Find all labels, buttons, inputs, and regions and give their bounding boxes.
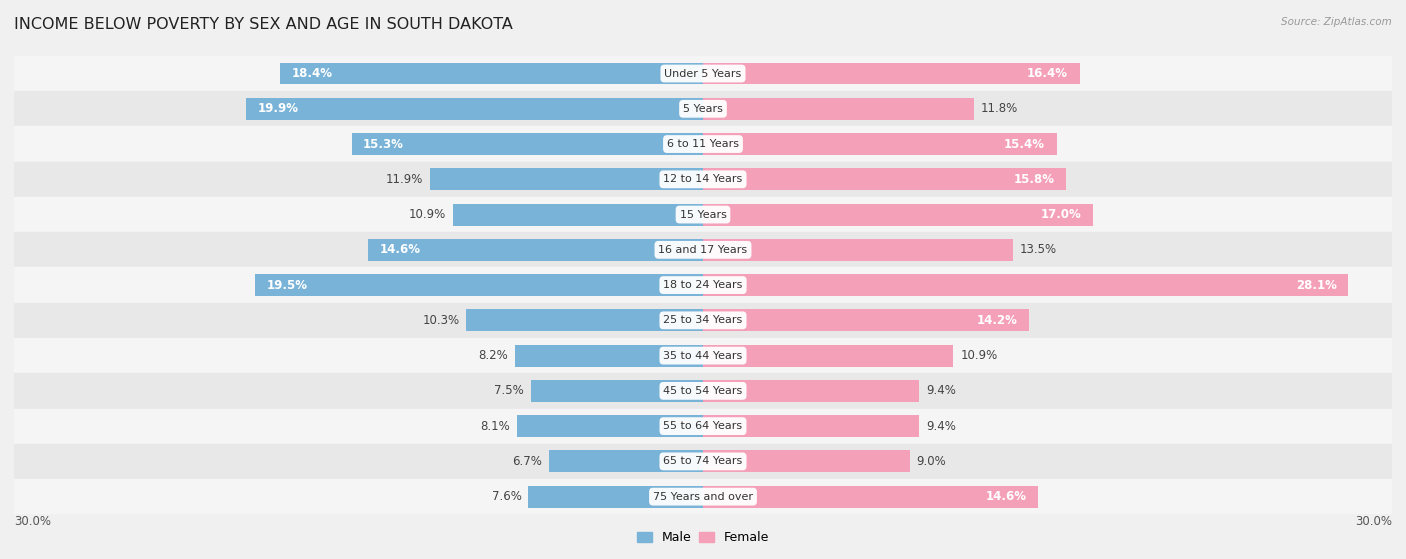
Bar <box>531 380 703 402</box>
Bar <box>467 310 703 331</box>
Bar <box>703 203 1094 225</box>
Text: 6.7%: 6.7% <box>512 455 543 468</box>
Bar <box>14 126 1392 162</box>
Bar <box>14 409 1392 444</box>
Bar <box>14 479 1392 514</box>
Text: 35 to 44 Years: 35 to 44 Years <box>664 350 742 361</box>
Text: 19.5%: 19.5% <box>267 278 308 292</box>
Bar <box>453 203 703 225</box>
Bar <box>352 133 703 155</box>
Text: 13.5%: 13.5% <box>1019 243 1057 257</box>
Bar <box>14 338 1392 373</box>
Bar <box>703 415 920 437</box>
Bar <box>703 345 953 367</box>
Text: 10.3%: 10.3% <box>422 314 460 327</box>
Bar <box>14 232 1392 267</box>
Text: 15 Years: 15 Years <box>679 210 727 220</box>
Bar <box>368 239 703 260</box>
Bar <box>703 310 1029 331</box>
Text: 16 and 17 Years: 16 and 17 Years <box>658 245 748 255</box>
Text: 14.2%: 14.2% <box>977 314 1018 327</box>
Bar <box>517 415 703 437</box>
Bar <box>256 274 703 296</box>
Bar <box>703 486 1038 508</box>
Text: 12 to 14 Years: 12 to 14 Years <box>664 174 742 184</box>
Bar <box>703 380 920 402</box>
Text: 8.2%: 8.2% <box>478 349 508 362</box>
Text: 19.9%: 19.9% <box>257 102 298 115</box>
Bar <box>703 98 974 120</box>
Text: 75 Years and over: 75 Years and over <box>652 492 754 501</box>
Bar <box>14 91 1392 126</box>
Text: 18 to 24 Years: 18 to 24 Years <box>664 280 742 290</box>
Text: 16.4%: 16.4% <box>1028 67 1069 80</box>
Bar <box>14 267 1392 303</box>
Bar <box>703 451 910 472</box>
Bar <box>703 133 1057 155</box>
Bar <box>14 303 1392 338</box>
Legend: Male, Female: Male, Female <box>631 526 775 549</box>
Text: 9.0%: 9.0% <box>917 455 946 468</box>
Bar <box>703 239 1012 260</box>
Text: 17.0%: 17.0% <box>1042 208 1083 221</box>
Text: 14.6%: 14.6% <box>380 243 420 257</box>
Bar <box>550 451 703 472</box>
Text: 15.8%: 15.8% <box>1014 173 1054 186</box>
Bar <box>529 486 703 508</box>
Text: 65 to 74 Years: 65 to 74 Years <box>664 456 742 466</box>
Bar <box>14 162 1392 197</box>
Text: 11.8%: 11.8% <box>981 102 1018 115</box>
Bar <box>14 444 1392 479</box>
Text: 15.3%: 15.3% <box>363 138 404 150</box>
Text: 45 to 54 Years: 45 to 54 Years <box>664 386 742 396</box>
Text: Source: ZipAtlas.com: Source: ZipAtlas.com <box>1281 17 1392 27</box>
Text: 9.4%: 9.4% <box>925 385 956 397</box>
Text: 6 to 11 Years: 6 to 11 Years <box>666 139 740 149</box>
Text: 30.0%: 30.0% <box>14 515 51 528</box>
Text: 18.4%: 18.4% <box>292 67 333 80</box>
Text: 10.9%: 10.9% <box>409 208 446 221</box>
Text: 5 Years: 5 Years <box>683 104 723 114</box>
Text: 9.4%: 9.4% <box>925 420 956 433</box>
Bar <box>246 98 703 120</box>
Text: 15.4%: 15.4% <box>1004 138 1045 150</box>
Bar <box>703 274 1348 296</box>
Text: 14.6%: 14.6% <box>986 490 1026 503</box>
Bar <box>703 63 1080 84</box>
Text: Under 5 Years: Under 5 Years <box>665 69 741 78</box>
Text: 10.9%: 10.9% <box>960 349 997 362</box>
Text: 8.1%: 8.1% <box>481 420 510 433</box>
Text: 7.6%: 7.6% <box>492 490 522 503</box>
Bar <box>14 373 1392 409</box>
Text: INCOME BELOW POVERTY BY SEX AND AGE IN SOUTH DAKOTA: INCOME BELOW POVERTY BY SEX AND AGE IN S… <box>14 17 513 32</box>
Text: 7.5%: 7.5% <box>494 385 524 397</box>
Text: 25 to 34 Years: 25 to 34 Years <box>664 315 742 325</box>
Text: 11.9%: 11.9% <box>385 173 423 186</box>
Text: 55 to 64 Years: 55 to 64 Years <box>664 421 742 431</box>
Bar <box>14 56 1392 91</box>
Bar <box>515 345 703 367</box>
Text: 30.0%: 30.0% <box>1355 515 1392 528</box>
Bar <box>703 168 1066 190</box>
Text: 28.1%: 28.1% <box>1296 278 1337 292</box>
Bar <box>14 197 1392 232</box>
Bar <box>280 63 703 84</box>
Bar <box>430 168 703 190</box>
